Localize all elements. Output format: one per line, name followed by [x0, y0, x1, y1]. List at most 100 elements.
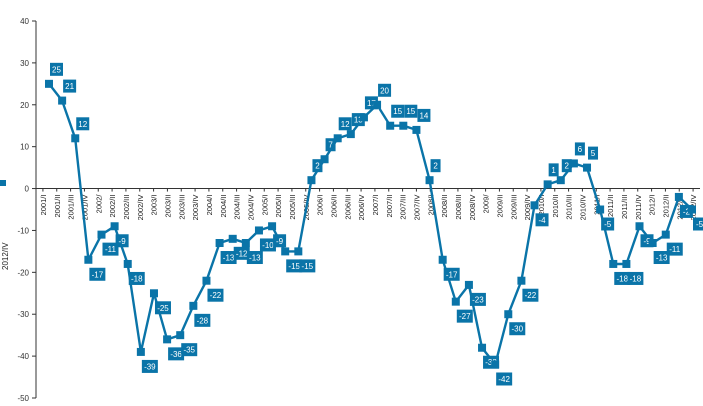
data-label-bg	[404, 104, 418, 118]
data-label-bg	[181, 343, 198, 357]
y-tick-label: -50	[17, 394, 29, 403]
data-label-bg	[456, 309, 473, 323]
data-point	[149, 289, 158, 298]
data-label-bg	[273, 234, 287, 248]
data-point	[228, 234, 237, 243]
data-label-bg	[154, 301, 171, 315]
data-label-bg	[627, 271, 644, 285]
data-label-bg	[299, 259, 316, 273]
x-tick-label: 2001/I	[39, 195, 48, 216]
x-tick-label: 2009/	[482, 194, 491, 214]
y-tick-label: -10	[17, 226, 29, 235]
x-tick-label: 2002/III	[122, 195, 131, 220]
x-tick-label: 2002/II	[108, 195, 117, 218]
data-point	[530, 201, 539, 210]
y-tick-label: 0	[25, 185, 30, 194]
data-label: -9	[119, 237, 127, 246]
data-point	[491, 360, 500, 369]
data-point	[661, 230, 670, 239]
series-line	[48, 83, 693, 366]
data-label: -25	[157, 304, 169, 313]
data-label: 17	[367, 99, 376, 108]
data-label-bg	[63, 79, 77, 93]
data-point	[320, 155, 329, 164]
data-label: -22	[210, 291, 222, 300]
x-tick-label: 2008/I	[426, 195, 435, 216]
x-tick-label: 2011/II	[606, 195, 615, 217]
x-tick-label: 2007/II	[385, 195, 394, 218]
data-label: 5	[591, 149, 596, 158]
x-tick-label: 2006/III	[343, 195, 352, 220]
data-label-bg	[194, 313, 211, 327]
data-label-bg	[312, 159, 323, 173]
legend: 2012/IV	[0, 180, 10, 270]
y-axis: -50 -40 -30 -20 -10 0 10 20 30 40	[17, 17, 37, 403]
data-label-bg	[509, 322, 526, 336]
data-label-bg	[574, 142, 585, 156]
x-tick-label: 2009/IV	[523, 195, 532, 221]
data-point	[136, 347, 145, 356]
data-point	[71, 134, 80, 143]
data-label: -4	[538, 216, 546, 225]
data-point	[688, 205, 696, 214]
data-label-bg	[128, 271, 145, 285]
data-label: 21	[65, 82, 74, 91]
x-tick-label: 2008/II	[440, 195, 449, 218]
x-tick-label: 2008/IV	[468, 195, 477, 221]
x-tick-label: 2007/IV	[412, 195, 421, 221]
data-point	[189, 301, 198, 310]
data-label-bg	[89, 267, 106, 281]
data-point	[110, 222, 119, 231]
x-tick-label: 2006/I	[316, 195, 325, 216]
data-point	[478, 343, 487, 352]
data-label-bg	[76, 117, 90, 131]
data-point	[294, 247, 303, 256]
x-tick-label: 2004/III	[233, 195, 242, 220]
data-label: -18	[630, 274, 642, 283]
data-point	[648, 239, 657, 248]
data-label: 2	[565, 162, 570, 171]
x-tick-label: 2009/II	[495, 195, 504, 218]
data-label: 2	[315, 162, 320, 171]
data-point	[425, 176, 434, 185]
data-label: -9	[643, 237, 651, 246]
data-point	[596, 205, 605, 214]
x-tick-label: 2001/III	[67, 195, 76, 220]
data-label: 12	[78, 120, 87, 129]
data-label: 1	[551, 166, 556, 175]
data-label-bg	[233, 246, 250, 260]
data-label-bg	[653, 251, 670, 265]
data-point	[569, 159, 578, 168]
data-label: -5	[604, 220, 612, 229]
data-label: -18	[616, 274, 628, 283]
data-label-bg	[601, 217, 615, 231]
data-point	[635, 222, 644, 231]
data-label: -2	[683, 207, 691, 216]
data-label: -12	[236, 249, 248, 258]
series-path	[48, 83, 693, 366]
data-label-bg	[666, 242, 683, 256]
x-tick-label: 2010/III	[565, 195, 574, 220]
x-tick-label: 2011/I	[592, 195, 601, 215]
data-point	[622, 259, 631, 268]
data-label: -15	[302, 262, 314, 271]
data-point	[543, 180, 552, 189]
data-label-bg	[50, 62, 63, 76]
x-tick-label: 2001/II	[53, 195, 62, 218]
data-point	[451, 297, 460, 306]
data-point	[84, 255, 93, 264]
data-point	[359, 113, 368, 122]
data-label: 2	[433, 162, 438, 171]
x-tick-label: 2009/III	[509, 195, 518, 220]
data-label: 15	[406, 107, 415, 116]
data-point	[346, 130, 355, 139]
data-point	[333, 134, 342, 143]
data-point	[307, 176, 316, 185]
data-point	[97, 230, 106, 239]
data-label: -30	[512, 325, 524, 334]
x-tick-label: 2012/II	[661, 195, 670, 218]
data-label: -35	[183, 346, 195, 355]
data-point	[268, 222, 277, 231]
x-tick-label: 2004/II	[219, 195, 228, 218]
